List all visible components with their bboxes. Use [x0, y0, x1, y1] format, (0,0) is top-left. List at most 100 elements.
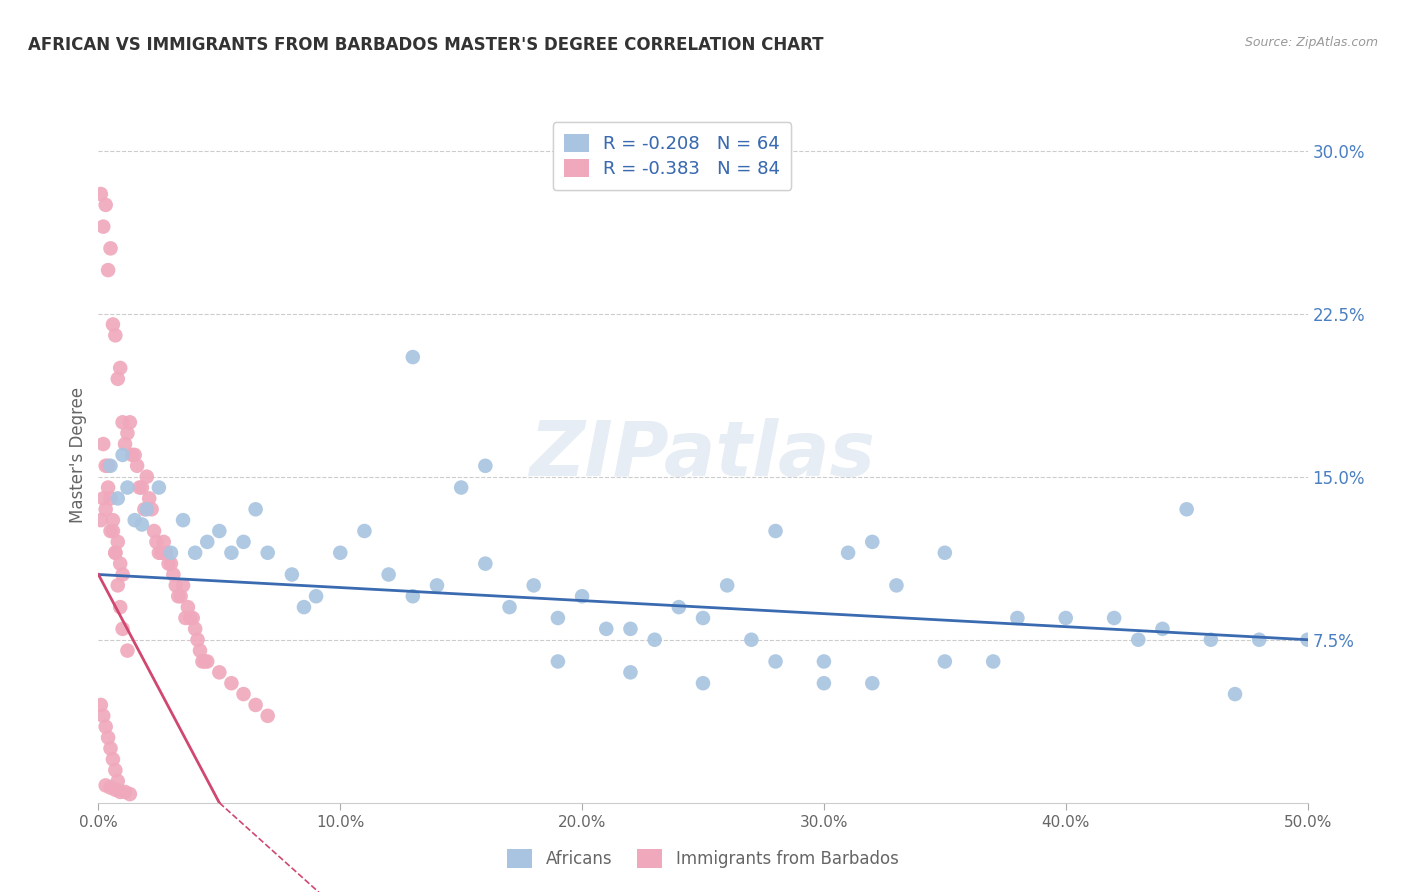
Point	[152, 535, 174, 549]
Point	[101, 513, 124, 527]
Legend: R = -0.208   N = 64, R = -0.383   N = 84: R = -0.208 N = 64, R = -0.383 N = 84	[553, 122, 792, 190]
Text: Source: ZipAtlas.com: Source: ZipAtlas.com	[1244, 36, 1378, 49]
Point	[172, 578, 194, 592]
Point	[169, 589, 191, 603]
Point	[111, 622, 134, 636]
Point	[108, 785, 131, 799]
Point	[91, 708, 114, 723]
Point	[104, 782, 127, 797]
Point	[97, 731, 120, 745]
Point	[100, 780, 122, 795]
Point	[329, 546, 352, 560]
Point	[117, 643, 139, 657]
Point	[148, 546, 170, 560]
Point	[716, 578, 738, 592]
Point	[1296, 632, 1319, 647]
Point	[194, 655, 217, 669]
Point	[90, 186, 112, 201]
Point	[765, 524, 787, 538]
Point	[145, 535, 167, 549]
Point	[114, 437, 136, 451]
Point	[91, 491, 114, 506]
Point	[184, 622, 207, 636]
Point	[474, 557, 496, 571]
Point	[165, 578, 187, 592]
Point	[179, 611, 201, 625]
Point	[208, 524, 231, 538]
Point	[124, 513, 146, 527]
Point	[124, 448, 146, 462]
Point	[208, 665, 231, 680]
Point	[571, 589, 593, 603]
Point	[402, 350, 425, 364]
Point	[195, 535, 218, 549]
Point	[100, 491, 122, 506]
Point	[94, 720, 117, 734]
Point	[100, 524, 122, 538]
Point	[101, 524, 124, 538]
Point	[1007, 611, 1029, 625]
Point	[813, 655, 835, 669]
Point	[221, 676, 243, 690]
Point	[108, 557, 131, 571]
Point	[160, 546, 183, 560]
Point	[167, 589, 190, 603]
Point	[191, 655, 214, 669]
Point	[765, 655, 787, 669]
Point	[187, 632, 209, 647]
Point	[117, 481, 139, 495]
Point	[135, 469, 157, 483]
Point	[644, 632, 666, 647]
Point	[118, 787, 141, 801]
Point	[100, 241, 122, 255]
Point	[619, 622, 641, 636]
Point	[292, 600, 315, 615]
Point	[134, 502, 156, 516]
Point	[353, 524, 375, 538]
Point	[232, 535, 254, 549]
Point	[160, 557, 183, 571]
Point	[118, 415, 141, 429]
Point	[547, 611, 569, 625]
Point	[94, 198, 117, 212]
Point	[91, 219, 114, 234]
Point	[111, 415, 134, 429]
Point	[90, 698, 112, 712]
Point	[377, 567, 399, 582]
Point	[108, 360, 131, 375]
Point	[104, 546, 127, 560]
Point	[104, 763, 127, 777]
Legend: Africans, Immigrants from Barbados: Africans, Immigrants from Barbados	[501, 843, 905, 875]
Point	[107, 372, 129, 386]
Point	[195, 655, 218, 669]
Point	[813, 676, 835, 690]
Point	[174, 611, 197, 625]
Point	[668, 600, 690, 615]
Point	[402, 589, 425, 603]
Point	[107, 578, 129, 592]
Point	[619, 665, 641, 680]
Point	[131, 481, 153, 495]
Point	[837, 546, 859, 560]
Point	[934, 546, 956, 560]
Point	[94, 778, 117, 792]
Point	[256, 708, 278, 723]
Point	[305, 589, 328, 603]
Point	[97, 263, 120, 277]
Point	[94, 458, 117, 473]
Text: AFRICAN VS IMMIGRANTS FROM BARBADOS MASTER'S DEGREE CORRELATION CHART: AFRICAN VS IMMIGRANTS FROM BARBADOS MAST…	[28, 36, 824, 54]
Point	[450, 481, 472, 495]
Point	[148, 481, 170, 495]
Point	[1249, 632, 1271, 647]
Point	[172, 513, 194, 527]
Point	[107, 491, 129, 506]
Point	[131, 517, 153, 532]
Point	[245, 698, 267, 712]
Point	[1175, 502, 1198, 516]
Point	[981, 655, 1004, 669]
Point	[426, 578, 449, 592]
Point	[886, 578, 908, 592]
Point	[245, 502, 267, 516]
Point	[100, 458, 122, 473]
Point	[1223, 687, 1246, 701]
